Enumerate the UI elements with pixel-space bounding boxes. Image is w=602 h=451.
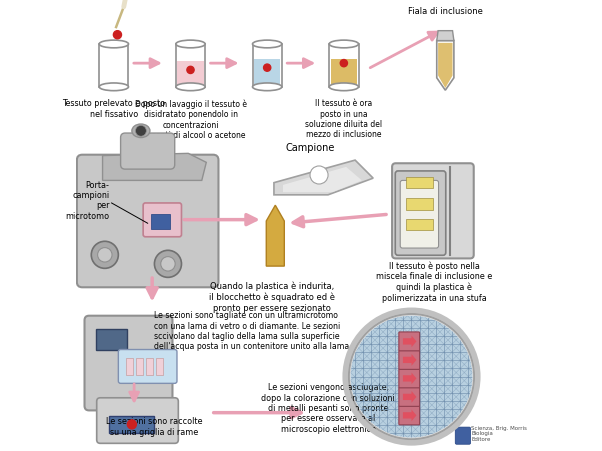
Polygon shape [266, 205, 284, 266]
Circle shape [187, 66, 194, 74]
FancyBboxPatch shape [399, 369, 420, 388]
Polygon shape [403, 410, 417, 421]
Polygon shape [403, 354, 417, 366]
Circle shape [155, 250, 181, 277]
Text: Fiala di inclusione: Fiala di inclusione [408, 7, 483, 16]
Polygon shape [403, 391, 417, 403]
Text: Quando la plastica è indurita,
il blocchetto è squadrato ed è
pronto per essere : Quando la plastica è indurita, il blocch… [209, 282, 335, 313]
Circle shape [92, 241, 119, 268]
FancyBboxPatch shape [119, 350, 177, 383]
Ellipse shape [99, 40, 128, 48]
Bar [406, 177, 433, 188]
Ellipse shape [176, 83, 205, 91]
Circle shape [350, 316, 473, 437]
Text: Campione: Campione [285, 143, 335, 153]
Polygon shape [283, 167, 362, 192]
Polygon shape [330, 59, 357, 86]
Text: Le sezioni sono tagliate con un ultramicrotomo
con una lama di vetro o di diaman: Le sezioni sono tagliate con un ultramic… [155, 311, 350, 351]
Circle shape [135, 125, 146, 136]
Bar [126, 358, 133, 375]
Circle shape [264, 64, 271, 71]
Polygon shape [274, 160, 373, 195]
Polygon shape [403, 336, 417, 347]
Polygon shape [176, 44, 205, 87]
Circle shape [128, 420, 137, 429]
Text: Le sezioni vengono asciugate,
dopo la colorazione con soluzioni
di metalli pesan: Le sezioni vengono asciugate, dopo la co… [261, 383, 395, 434]
Bar [156, 358, 163, 375]
Ellipse shape [252, 40, 282, 48]
Polygon shape [436, 31, 454, 41]
FancyBboxPatch shape [77, 155, 219, 287]
Text: Le sezioni sono raccolte
su una griglia di rame: Le sezioni sono raccolte su una griglia … [106, 417, 203, 437]
Circle shape [340, 60, 347, 67]
Bar [110, 416, 155, 433]
Ellipse shape [252, 83, 282, 91]
Ellipse shape [176, 40, 205, 48]
Circle shape [310, 166, 328, 184]
Text: Tessuto prelevato e posto
nel fissativo: Tessuto prelevato e posto nel fissativo [62, 99, 166, 119]
FancyBboxPatch shape [399, 406, 420, 425]
Circle shape [161, 257, 175, 271]
FancyBboxPatch shape [399, 350, 420, 369]
FancyBboxPatch shape [396, 171, 445, 255]
Text: Scienza, Brig. Morris
Biologia
Editore: Scienza, Brig. Morris Biologia Editore [471, 426, 527, 442]
Circle shape [98, 248, 112, 262]
Bar [406, 198, 433, 210]
Bar [146, 358, 153, 375]
Ellipse shape [329, 40, 359, 48]
Bar [136, 358, 143, 375]
Bar [406, 219, 433, 230]
Polygon shape [436, 41, 454, 90]
Ellipse shape [132, 124, 150, 138]
Ellipse shape [99, 83, 128, 91]
Circle shape [113, 31, 122, 39]
FancyBboxPatch shape [455, 427, 471, 444]
Bar [151, 214, 170, 229]
Circle shape [349, 314, 474, 439]
Polygon shape [329, 44, 359, 87]
FancyBboxPatch shape [84, 316, 172, 410]
FancyBboxPatch shape [399, 387, 420, 406]
Polygon shape [177, 61, 204, 86]
Polygon shape [438, 43, 453, 88]
Polygon shape [99, 44, 128, 87]
Polygon shape [252, 44, 282, 87]
FancyBboxPatch shape [120, 133, 175, 169]
FancyBboxPatch shape [97, 398, 178, 443]
FancyBboxPatch shape [392, 163, 474, 258]
Text: Dopo un lavaggio il tessuto è
disidratato ponendolo in
concentrazioni
crescenti : Dopo un lavaggio il tessuto è disidratat… [134, 99, 246, 140]
Text: Il tessuto è ora
posto in una
soluzione diluita del
mezzo di inclusione: Il tessuto è ora posto in una soluzione … [305, 99, 382, 139]
Text: Il tessuto è posto nella
miscela finale di inclusione e
quindi la plastica è
pol: Il tessuto è posto nella miscela finale … [376, 262, 492, 303]
Polygon shape [254, 59, 281, 86]
Polygon shape [403, 373, 417, 384]
Ellipse shape [329, 83, 359, 91]
Circle shape [345, 310, 478, 443]
FancyBboxPatch shape [399, 332, 420, 351]
FancyBboxPatch shape [143, 203, 181, 237]
Bar [96, 329, 128, 350]
FancyBboxPatch shape [400, 180, 438, 248]
Polygon shape [102, 153, 206, 180]
Text: Porta-
campioni
per
microtomo: Porta- campioni per microtomo [65, 180, 110, 221]
